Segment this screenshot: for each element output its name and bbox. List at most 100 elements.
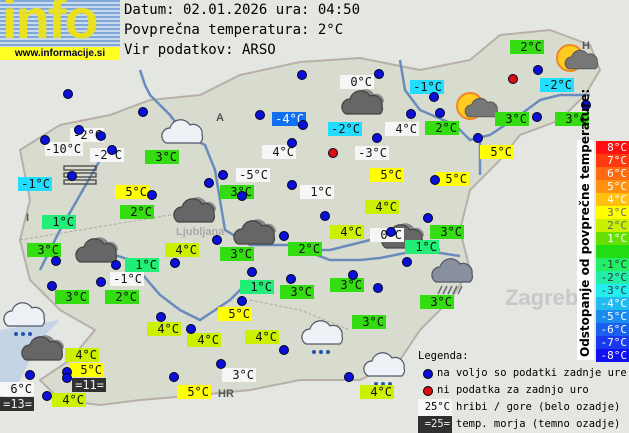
overcast-icon <box>170 196 220 242</box>
station-dot[interactable] <box>96 131 106 141</box>
station-dot[interactable] <box>435 108 445 118</box>
station-dot[interactable] <box>169 372 179 382</box>
station-dot[interactable] <box>212 235 222 245</box>
station-dot[interactable] <box>287 180 297 190</box>
station-dot[interactable] <box>107 145 117 155</box>
legend-title: Legenda: <box>418 350 469 362</box>
scale-step: -7°C <box>596 336 629 349</box>
station-dot[interactable] <box>247 267 257 277</box>
station-dot[interactable] <box>473 133 483 143</box>
station-dot[interactable] <box>429 92 439 102</box>
station-dot[interactable] <box>406 109 416 119</box>
station-temperature: 2°C <box>105 290 139 304</box>
scale-step: -8°C <box>596 349 629 362</box>
station-temperature: -4°C <box>272 112 306 126</box>
overcast-icon <box>18 334 68 380</box>
station-temperature: 3°C <box>495 112 529 126</box>
station-temperature: 2°C <box>510 40 544 54</box>
station-temperature: -1°C <box>110 272 144 286</box>
station-temperature: 3°C <box>555 112 589 126</box>
legend-available: na voljo so podatki zadnje ure <box>418 365 627 382</box>
station-temperature: 3°C <box>55 290 89 304</box>
station-temperature: 1°C <box>405 240 439 254</box>
station-temperature: 0°C <box>340 75 374 89</box>
station-temperature: 4°C <box>360 385 394 399</box>
station-dot[interactable] <box>348 270 358 280</box>
station-temperature: -5°C <box>236 168 270 182</box>
station-temperature: 1°C <box>300 185 334 199</box>
legend-mountain: 25°C hribi / gore (belo ozadje) <box>418 399 627 416</box>
station-dot[interactable] <box>532 112 542 122</box>
station-dot[interactable] <box>255 110 265 120</box>
legend-mountain-text: hribi / gore (belo ozadje) <box>456 401 621 413</box>
station-dot[interactable] <box>156 312 166 322</box>
station-dot[interactable] <box>279 345 289 355</box>
station-temperature: 5°C <box>115 185 149 199</box>
station-dot[interactable] <box>111 260 121 270</box>
rain-icon <box>428 256 478 302</box>
map-label-hungary: H <box>582 40 590 52</box>
legend-no-data: ni podatka za zadnjo uro <box>418 382 627 399</box>
scale-step: 6°C <box>596 167 629 180</box>
logo[interactable]: info www.informacije.si <box>0 0 120 60</box>
station-dot[interactable] <box>386 227 396 237</box>
station-dot[interactable] <box>374 69 384 79</box>
station-dot[interactable] <box>170 258 180 268</box>
light-rain-icon <box>298 318 348 364</box>
station-dot[interactable] <box>67 171 77 181</box>
station-dot[interactable] <box>372 133 382 143</box>
station-dot[interactable] <box>344 372 354 382</box>
logo-text: info <box>2 0 99 50</box>
station-temperature: 3°C <box>352 315 386 329</box>
station-dot[interactable] <box>147 190 157 200</box>
station-dot[interactable] <box>51 256 61 266</box>
station-no-data-dot[interactable] <box>328 148 338 158</box>
station-dot[interactable] <box>237 191 247 201</box>
station-dot[interactable] <box>218 170 228 180</box>
station-temperature: =13= <box>0 397 34 411</box>
legend-sea-text: temp. morja (temno ozadje) <box>456 418 621 430</box>
station-no-data-dot[interactable] <box>508 74 518 84</box>
station-dot[interactable] <box>186 324 196 334</box>
station-temperature: 1°C <box>125 258 159 272</box>
logo-url[interactable]: www.informacije.si <box>0 47 120 60</box>
station-dot[interactable] <box>533 65 543 75</box>
color-scale: 8°C 7°C 6°C 5°C 4°C 3°C 2°C 1°C -1°C -2°C -3°C -4°C… <box>596 141 629 362</box>
station-dot[interactable] <box>63 89 73 99</box>
station-dot[interactable] <box>373 283 383 293</box>
station-dot[interactable] <box>423 213 433 223</box>
station-temperature: 4°C <box>52 393 86 407</box>
scale-step: 7°C <box>596 154 629 167</box>
station-dot[interactable] <box>320 211 330 221</box>
station-temperature: 4°C <box>385 122 419 136</box>
station-dot[interactable] <box>42 391 52 401</box>
station-temperature: 4°C <box>330 225 364 239</box>
overcast-icon <box>72 236 122 282</box>
station-dot[interactable] <box>96 277 106 287</box>
station-dot[interactable] <box>402 257 412 267</box>
station-dot[interactable] <box>40 135 50 145</box>
station-temperature: -2°C <box>328 122 362 136</box>
station-dot[interactable] <box>216 359 226 369</box>
scale-step: -3°C <box>596 284 629 297</box>
station-dot[interactable] <box>286 274 296 284</box>
station-temperature: 3°C <box>330 278 364 292</box>
station-dot[interactable] <box>430 175 440 185</box>
station-dot[interactable] <box>237 296 247 306</box>
scale-step: -2°C <box>596 271 629 284</box>
station-dot[interactable] <box>297 70 307 80</box>
station-dot[interactable] <box>138 107 148 117</box>
station-dot[interactable] <box>74 125 84 135</box>
map-label-croatia: HR <box>218 388 234 400</box>
station-dot[interactable] <box>581 100 591 110</box>
station-temperature: -3°C <box>355 146 389 160</box>
station-dot[interactable] <box>298 120 308 130</box>
station-dot[interactable] <box>287 138 297 148</box>
station-dot[interactable] <box>204 178 214 188</box>
station-dot[interactable] <box>25 370 35 380</box>
station-temperature: 3°C <box>220 247 254 261</box>
station-dot[interactable] <box>47 281 57 291</box>
average-temperature: Povprečna temperatura: 2°C <box>124 22 344 38</box>
station-dot[interactable] <box>279 231 289 241</box>
station-dot[interactable] <box>62 373 72 383</box>
